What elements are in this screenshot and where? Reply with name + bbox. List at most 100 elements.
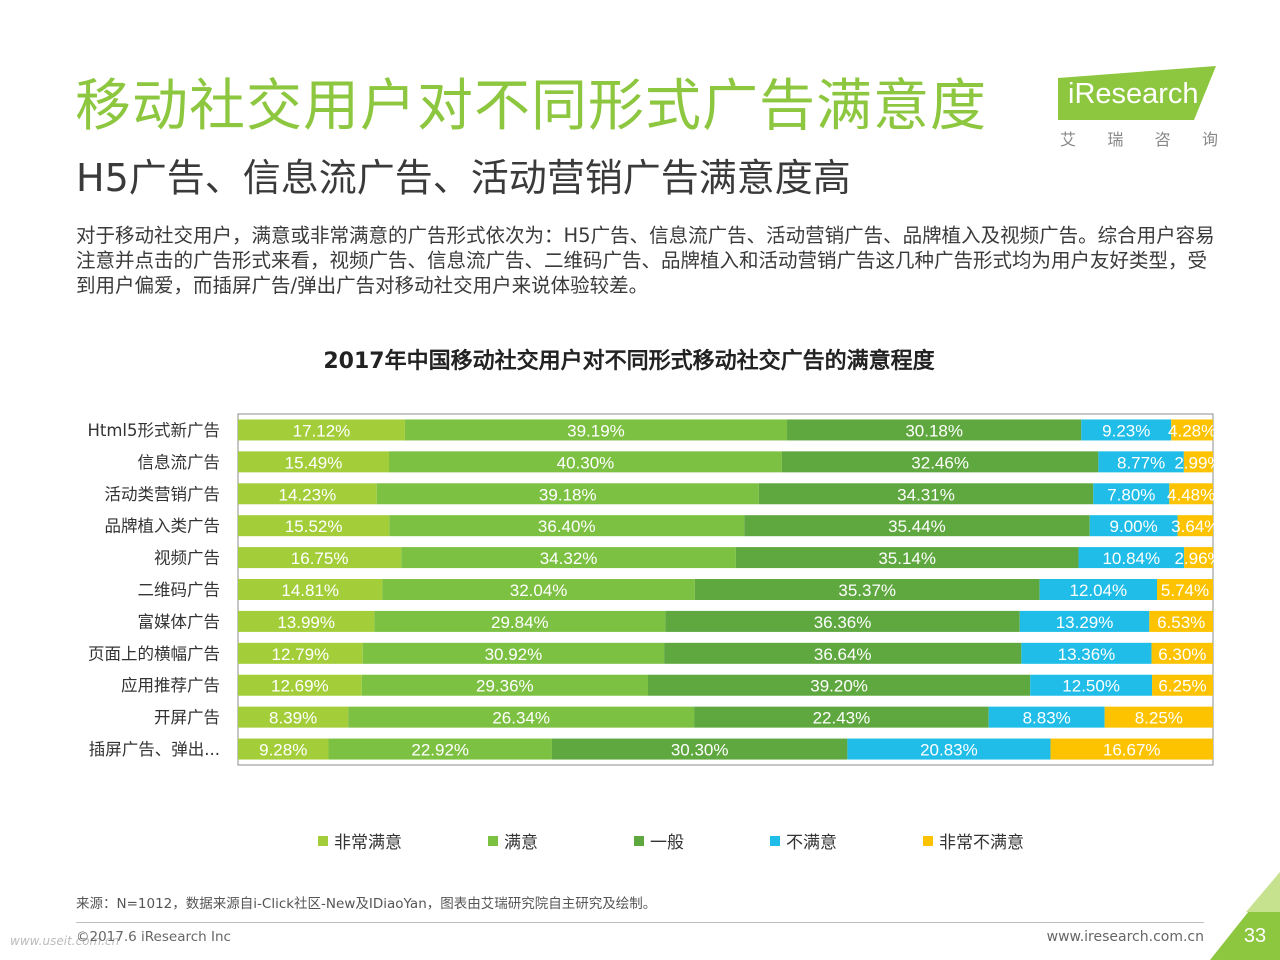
data-label: 30.30% <box>671 741 729 760</box>
bar-segment <box>1157 579 1213 600</box>
data-label: 30.18% <box>905 421 963 440</box>
bar-segment <box>1078 547 1185 569</box>
bar-segment <box>238 547 402 569</box>
bar-segment <box>744 515 1090 537</box>
data-label: 12.04% <box>1070 581 1128 600</box>
bar-segment <box>664 642 1022 664</box>
bar-segment <box>389 515 745 537</box>
chart-legend: 非常满意 满意 一般 不满意 非常不满意 <box>318 828 1058 853</box>
data-label: 22.92% <box>411 741 469 760</box>
data-label: 26.34% <box>492 709 550 728</box>
page-number: 33 <box>1243 925 1267 947</box>
data-label: 35.14% <box>878 549 936 568</box>
bar-segment <box>847 738 1051 760</box>
legend-label: 不满意 <box>786 833 837 853</box>
data-label: 13.29% <box>1056 613 1114 632</box>
bar-segment <box>238 579 383 600</box>
data-label: 8.83% <box>1023 709 1071 728</box>
data-label: 9.00% <box>1110 517 1158 536</box>
bar-segment <box>1039 579 1158 600</box>
bar-segment <box>647 674 1031 696</box>
category-label: 品牌植入类广告 <box>105 517 221 536</box>
summary-paragraph: 对于移动社交用户，满意或非常满意的广告形式依次为：H5广告、信息流广告、活动营销… <box>76 224 1215 297</box>
bar-segment <box>1050 738 1213 760</box>
bar-segment <box>1021 642 1152 664</box>
data-label: 36.36% <box>814 613 872 632</box>
page-title: 移动社交用户对不同形式广告满意度 <box>75 74 987 139</box>
data-label: 16.67% <box>1103 741 1161 760</box>
data-label: 2.99% <box>1174 453 1222 472</box>
bar-segment <box>1093 483 1170 505</box>
bar-segment <box>1184 547 1213 569</box>
bar-segment <box>1171 419 1213 441</box>
bar-segment <box>787 419 1082 441</box>
legend-label: 一般 <box>650 833 684 853</box>
bar-segment <box>238 706 349 728</box>
category-label: 页面上的横幅广告 <box>88 644 220 663</box>
bar-segment <box>551 738 848 760</box>
website-link[interactable]: www.iresearch.com.cn <box>1046 929 1204 945</box>
data-label: 3.64% <box>1171 517 1219 536</box>
legend-item-dissatisfied: 不满意 <box>770 828 837 853</box>
bar-segment <box>1019 610 1150 632</box>
data-label: 14.81% <box>281 581 339 600</box>
bar-segment <box>238 483 377 505</box>
logo-char: 艾 <box>1060 130 1077 149</box>
data-label: 36.64% <box>814 645 872 664</box>
data-label: 8.77% <box>1117 453 1165 472</box>
data-label: 15.49% <box>285 453 343 472</box>
data-label: 29.36% <box>476 677 534 696</box>
bar-segment <box>1081 419 1172 441</box>
data-label: 13.99% <box>277 613 335 632</box>
watermark: www.useit.com.cn <box>10 934 120 948</box>
data-label: 9.28% <box>259 741 307 760</box>
legend-item-very-satisfied: 非常满意 <box>318 828 402 853</box>
bar-segment <box>988 706 1105 728</box>
data-label: 40.30% <box>557 453 615 472</box>
data-label: 5.74% <box>1161 581 1209 600</box>
data-label: 30.92% <box>485 645 543 664</box>
bar-segment <box>374 610 666 632</box>
bar-segment <box>665 610 1020 632</box>
data-label: 8.39% <box>269 709 317 728</box>
logo-char: 瑞 <box>1107 130 1124 149</box>
bar-segment <box>1098 451 1184 473</box>
legend-swatch <box>488 835 498 846</box>
legend-swatch <box>923 835 933 846</box>
legend-item-very-dissatisfied: 非常不满意 <box>923 828 1024 853</box>
bar-segment <box>1149 610 1213 632</box>
bar-segment <box>238 419 405 441</box>
data-label: 22.43% <box>813 709 871 728</box>
data-label: 34.31% <box>897 485 955 504</box>
bar-segment <box>361 674 648 696</box>
category-label: 富媒体广告 <box>138 612 221 631</box>
data-label: 34.32% <box>540 549 598 568</box>
copyright: ©2017.6 iResearch Inc <box>76 929 231 945</box>
bar-segment <box>1177 515 1213 537</box>
bar-segment <box>348 706 695 728</box>
logo-chinese-name: 艾 瑞 咨 询 <box>1060 126 1218 150</box>
data-label: 13.36% <box>1058 645 1116 664</box>
bar-segment <box>238 515 390 537</box>
data-label: 39.19% <box>567 421 625 440</box>
category-label: 应用推荐广告 <box>121 676 220 695</box>
stacked-bar-chart: Html5形式新广告 17.12% 39.19% 30.18% 9.23% 4.28% 信息… <box>87 413 1222 766</box>
bar-segment <box>328 738 552 760</box>
data-label: 14.23% <box>279 485 337 504</box>
chart-title: 2017年中国移动社交用户对不同形式移动社交广告的满意程度 <box>323 349 935 374</box>
bar-segment <box>1183 451 1213 473</box>
bar-segment <box>376 483 759 505</box>
bar-segment <box>1104 706 1213 728</box>
category-label: Html5形式新广告 <box>87 421 220 440</box>
bar-segment <box>1169 483 1213 505</box>
bar-segment <box>404 419 788 441</box>
corner-decoration <box>1210 872 1280 960</box>
data-label: 4.48% <box>1167 485 1215 504</box>
data-label: 12.50% <box>1062 677 1120 696</box>
legend-item-satisfied: 满意 <box>488 828 538 853</box>
category-label: 视频广告 <box>154 549 220 568</box>
logo-wordmark: iResearch <box>1068 78 1199 110</box>
data-label: 15.52% <box>285 517 343 536</box>
bar-segment <box>781 451 1099 473</box>
data-label: 4.28% <box>1168 421 1216 440</box>
